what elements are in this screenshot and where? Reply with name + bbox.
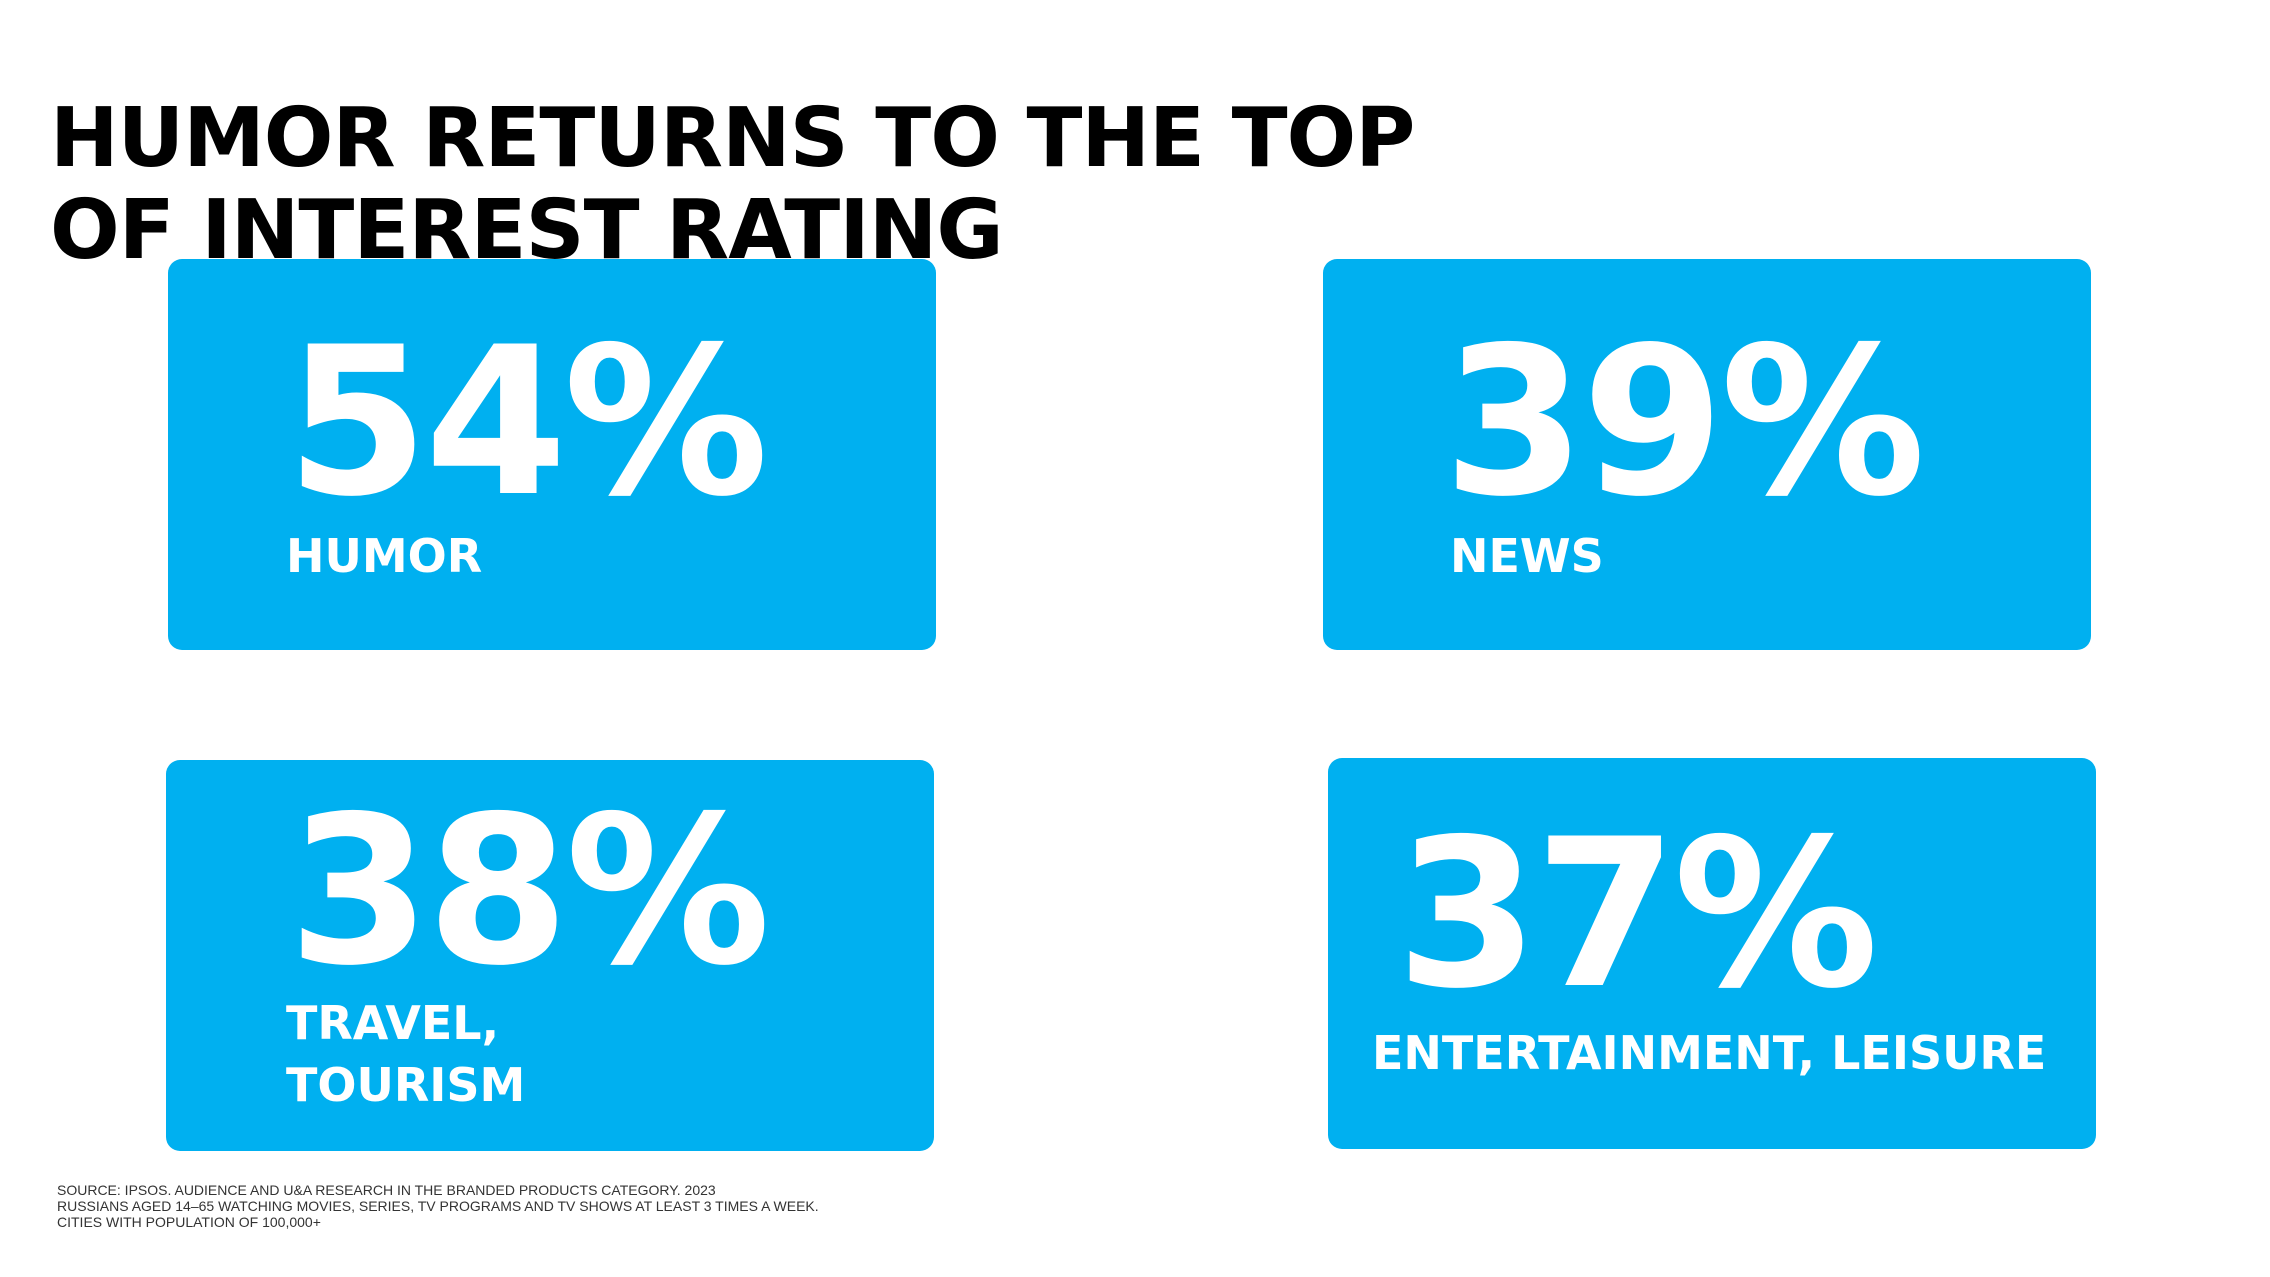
stat-value: 37% [1396,796,1879,1034]
slide-title-line-1: HUMOR RETURNS TO THE TOP [50,90,1415,186]
stat-card-entertainment-leisure: 37% ENTERTAINMENT, LEISURE [1328,758,2096,1149]
source-line-1: SOURCE: IPSOS. AUDIENCE AND U&A RESEARCH… [57,1182,716,1198]
stat-card-humor: 54% HUMOR [168,259,936,650]
stat-label-line-2: TOURISM [286,1058,526,1112]
stat-card-news: 39% NEWS [1323,259,2091,650]
source-line-2: RUSSIANS AGED 14–65 WATCHING MOVIES, SER… [57,1198,819,1214]
stat-label: HUMOR [286,529,483,583]
stat-label: ENTERTAINMENT, LEISURE [1372,1026,2047,1080]
stat-card-travel-tourism: 38% TRAVEL, TOURISM [166,760,934,1151]
source-note: SOURCE: IPSOS. AUDIENCE AND U&A RESEARCH… [57,1182,819,1230]
stat-value: 54% [286,304,769,542]
stat-label: NEWS [1450,529,1604,583]
slide-title: HUMOR RETURNS TO THE TOP OF INTEREST RAT… [50,90,1450,277]
source-line-3: CITIES WITH POPULATION OF 100,000+ [57,1214,321,1230]
stat-value: 38% [288,773,771,1011]
stat-label: TRAVEL, TOURISM [286,992,525,1116]
stat-value: 39% [1443,304,1926,542]
stat-label-line-1: TRAVEL, [286,996,500,1050]
